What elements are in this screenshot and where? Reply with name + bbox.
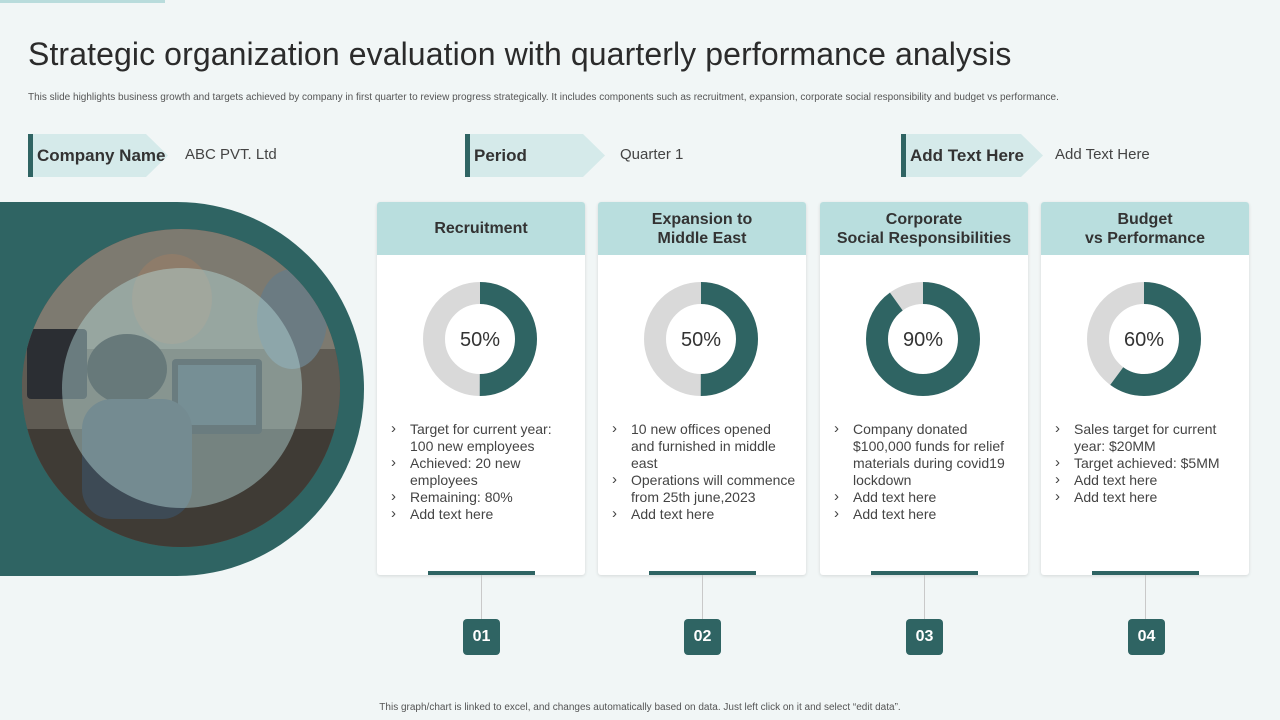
card-bottom-bar (649, 571, 756, 575)
card-header: Expansion to Middle East (598, 202, 806, 255)
bullet-item: Add text here (1055, 488, 1241, 506)
connector-line (702, 575, 703, 619)
card-bottom-bar (871, 571, 978, 575)
card-budget: Budget vs Performance 60% Sales target f… (1041, 202, 1249, 575)
donut-percent-label: 60% (1124, 329, 1164, 351)
connector-line (1145, 575, 1146, 619)
custom-value: Add Text Here (1055, 146, 1150, 163)
card-title-line1: Expansion to (651, 210, 753, 228)
bullet-item: Add text here (1055, 471, 1241, 489)
custom-tag: Add Text Here (901, 134, 1043, 177)
card-bullets: Company donated $100,000 funds for relie… (834, 420, 1020, 523)
card-expansion: Expansion to Middle East 50% 10 new offi… (598, 202, 806, 575)
period-label: Period (474, 145, 527, 165)
company-name-tag: Company Name (28, 134, 168, 177)
connector-line (481, 575, 482, 619)
donut-chart: 50% (644, 282, 758, 396)
connector-line (924, 575, 925, 619)
bullet-item: Target for current year: 100 new employe… (391, 420, 577, 455)
bullet-item: 10 new offices opened and furnished in m… (612, 420, 798, 472)
office-workers-photo (22, 229, 340, 547)
bullet-item: Company donated $100,000 funds for relie… (834, 420, 1020, 489)
bullet-item: Add text here (834, 505, 1020, 523)
card-title-line1: Corporate (885, 210, 963, 228)
company-name-label: Company Name (37, 145, 166, 165)
step-number-badge: 01 (463, 619, 500, 655)
card-title-line1: Recruitment (434, 220, 528, 237)
bullet-item: Operations will commence from 25th june,… (612, 471, 798, 506)
step-number-badge: 04 (1128, 619, 1165, 655)
page-title: Strategic organization evaluation with q… (28, 36, 1012, 72)
donut-value-arc (866, 282, 980, 396)
donut-percent-label: 90% (903, 329, 943, 351)
bullet-item: Add text here (391, 505, 577, 523)
company-name-value: ABC PVT. Ltd (185, 146, 277, 163)
card-header: Budget vs Performance (1041, 202, 1249, 255)
donut-value-arc (1087, 282, 1201, 396)
page-subtitle: This slide highlights business growth an… (28, 92, 1059, 103)
donut-percent-label: 50% (460, 329, 500, 351)
donut-chart: 50% (423, 282, 537, 396)
card-bottom-bar (428, 571, 535, 575)
card-recruitment: Recruitment 50% Target for current year:… (377, 202, 585, 575)
card-title-line1: Budget (1117, 210, 1173, 228)
custom-label: Add Text Here (910, 145, 1024, 165)
bullet-item: Sales target for current year: $20MM (1055, 420, 1241, 455)
donut-value-arc (423, 282, 537, 396)
card-bullets: Target for current year: 100 new employe… (391, 420, 577, 523)
card-title-line2: vs Performance (1084, 229, 1206, 247)
card-header: Corporate Social Responsibilities (820, 202, 1028, 255)
donut-chart: 90% (866, 282, 980, 396)
donut-percent-label: 50% (681, 329, 721, 351)
step-number-badge: 02 (684, 619, 721, 655)
donut-chart: 60% (1087, 282, 1201, 396)
card-title-line2: Social Responsibilities (836, 229, 1012, 247)
bullet-item: Target achieved: $5MM (1055, 454, 1241, 472)
step-number-badge: 03 (906, 619, 943, 655)
card-bullets: Sales target for current year: $20MM Tar… (1055, 420, 1241, 506)
card-title-line2: Middle East (657, 229, 747, 247)
bullet-item: Add text here (834, 488, 1020, 506)
top-accent-line (0, 0, 165, 3)
card-header: Recruitment (377, 202, 585, 255)
bullet-item: Add text here (612, 505, 798, 523)
period-tag: Period (465, 134, 605, 177)
bullet-item: Remaining: 80% (391, 488, 577, 506)
period-value: Quarter 1 (620, 146, 684, 163)
footer-note: This graph/chart is linked to excel, and… (379, 702, 901, 713)
donut-value-arc (644, 282, 758, 396)
bullet-item: Achieved: 20 new employees (391, 454, 577, 489)
card-bottom-bar (1092, 571, 1199, 575)
card-csr: Corporate Social Responsibilities 90% Co… (820, 202, 1028, 575)
card-bullets: 10 new offices opened and furnished in m… (612, 420, 798, 523)
